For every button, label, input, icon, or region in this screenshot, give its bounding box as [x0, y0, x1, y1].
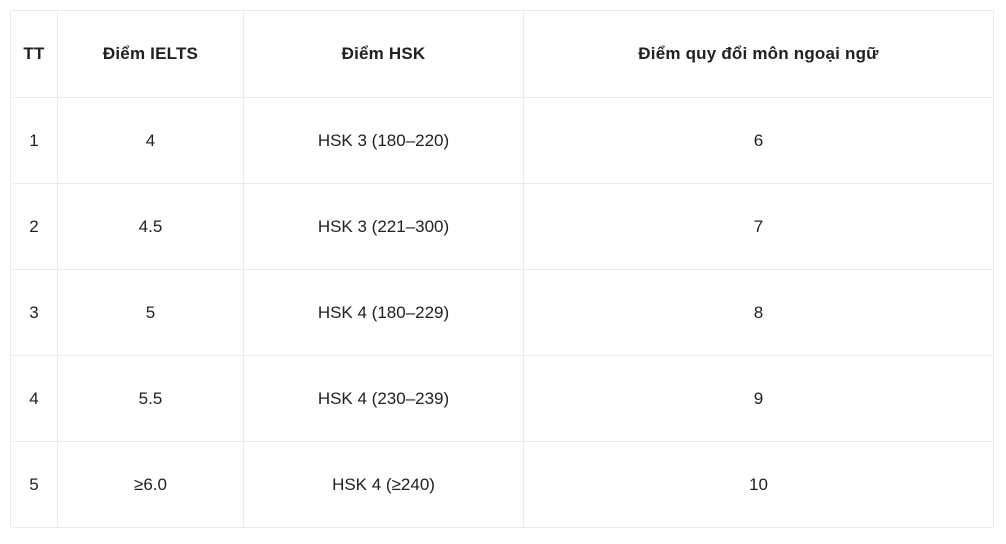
header-diem-hsk: Điểm HSK	[243, 10, 524, 98]
table-header: TT Điểm IELTS Điểm HSK Điểm quy đổi môn …	[10, 10, 994, 98]
cell-tt: 2	[10, 183, 58, 270]
cell-conversion: 6	[523, 97, 994, 184]
score-conversion-table: TT Điểm IELTS Điểm HSK Điểm quy đổi môn …	[10, 10, 994, 528]
cell-ielts: ≥6.0	[57, 441, 244, 528]
cell-hsk: HSK 3 (180–220)	[243, 97, 524, 184]
table-row: 5 ≥6.0 HSK 4 (≥240) 10	[10, 441, 994, 528]
header-diem-quy-doi: Điểm quy đổi môn ngoại ngữ	[523, 10, 994, 98]
header-row: TT Điểm IELTS Điểm HSK Điểm quy đổi môn …	[10, 10, 994, 98]
header-diem-ielts: Điểm IELTS	[57, 10, 244, 98]
table-row: 4 5.5 HSK 4 (230–239) 9	[10, 355, 994, 442]
header-tt: TT	[10, 10, 58, 98]
cell-ielts: 5	[57, 269, 244, 356]
table-row: 3 5 HSK 4 (180–229) 8	[10, 269, 994, 356]
cell-hsk: HSK 4 (≥240)	[243, 441, 524, 528]
cell-conversion: 9	[523, 355, 994, 442]
cell-conversion: 8	[523, 269, 994, 356]
cell-conversion: 10	[523, 441, 994, 528]
score-conversion-table-container: TT Điểm IELTS Điểm HSK Điểm quy đổi môn …	[10, 10, 994, 528]
cell-tt: 1	[10, 97, 58, 184]
cell-conversion: 7	[523, 183, 994, 270]
cell-hsk: HSK 4 (180–229)	[243, 269, 524, 356]
cell-ielts: 4.5	[57, 183, 244, 270]
cell-tt: 5	[10, 441, 58, 528]
table-body: 1 4 HSK 3 (180–220) 6 2 4.5 HSK 3 (221–3…	[10, 97, 994, 528]
cell-tt: 3	[10, 269, 58, 356]
table-row: 2 4.5 HSK 3 (221–300) 7	[10, 183, 994, 270]
cell-hsk: HSK 4 (230–239)	[243, 355, 524, 442]
cell-tt: 4	[10, 355, 58, 442]
cell-hsk: HSK 3 (221–300)	[243, 183, 524, 270]
cell-ielts: 4	[57, 97, 244, 184]
cell-ielts: 5.5	[57, 355, 244, 442]
table-row: 1 4 HSK 3 (180–220) 6	[10, 97, 994, 184]
